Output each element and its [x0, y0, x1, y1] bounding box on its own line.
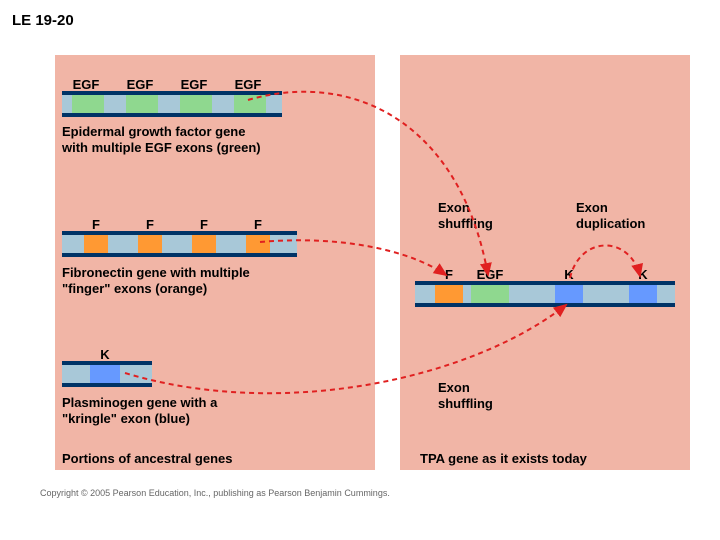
f-label-3: F: [192, 217, 216, 232]
exon-duplication: Exon duplication: [576, 200, 666, 233]
f-label-4: F: [246, 217, 270, 232]
f-gene: [62, 235, 297, 253]
k-label-1: K: [90, 347, 120, 362]
tpa-label: TPA gene as it exists today: [420, 451, 670, 467]
exon-shuffling-2: Exon shuffling: [438, 380, 518, 413]
f-label-1: F: [84, 217, 108, 232]
egf-desc: Epidermal growth factor gene with multip…: [62, 124, 262, 157]
egf-label-2: EGF: [124, 77, 156, 92]
k-gene: [62, 365, 152, 383]
f-label-2: F: [138, 217, 162, 232]
tpa-gene: [415, 285, 675, 303]
figure-title: LE 19-20: [12, 12, 74, 29]
egf-label-1: EGF: [70, 77, 102, 92]
tpa-label-k2: K: [629, 267, 657, 282]
tpa-label-egf: EGF: [471, 267, 509, 282]
egf-label-3: EGF: [178, 77, 210, 92]
ancestral-label: Portions of ancestral genes: [62, 451, 312, 467]
tpa-label-f: F: [435, 267, 463, 282]
exon-shuffling-1: Exon shuffling: [438, 200, 518, 233]
egf-label-4: EGF: [232, 77, 264, 92]
egf-gene: [62, 95, 282, 113]
tpa-label-k1: K: [555, 267, 583, 282]
f-desc: Fibronectin gene with multiple "finger" …: [62, 265, 292, 298]
k-desc: Plasminogen gene with a "kringle" exon (…: [62, 395, 262, 428]
copyright: Copyright © 2005 Pearson Education, Inc.…: [40, 488, 390, 498]
